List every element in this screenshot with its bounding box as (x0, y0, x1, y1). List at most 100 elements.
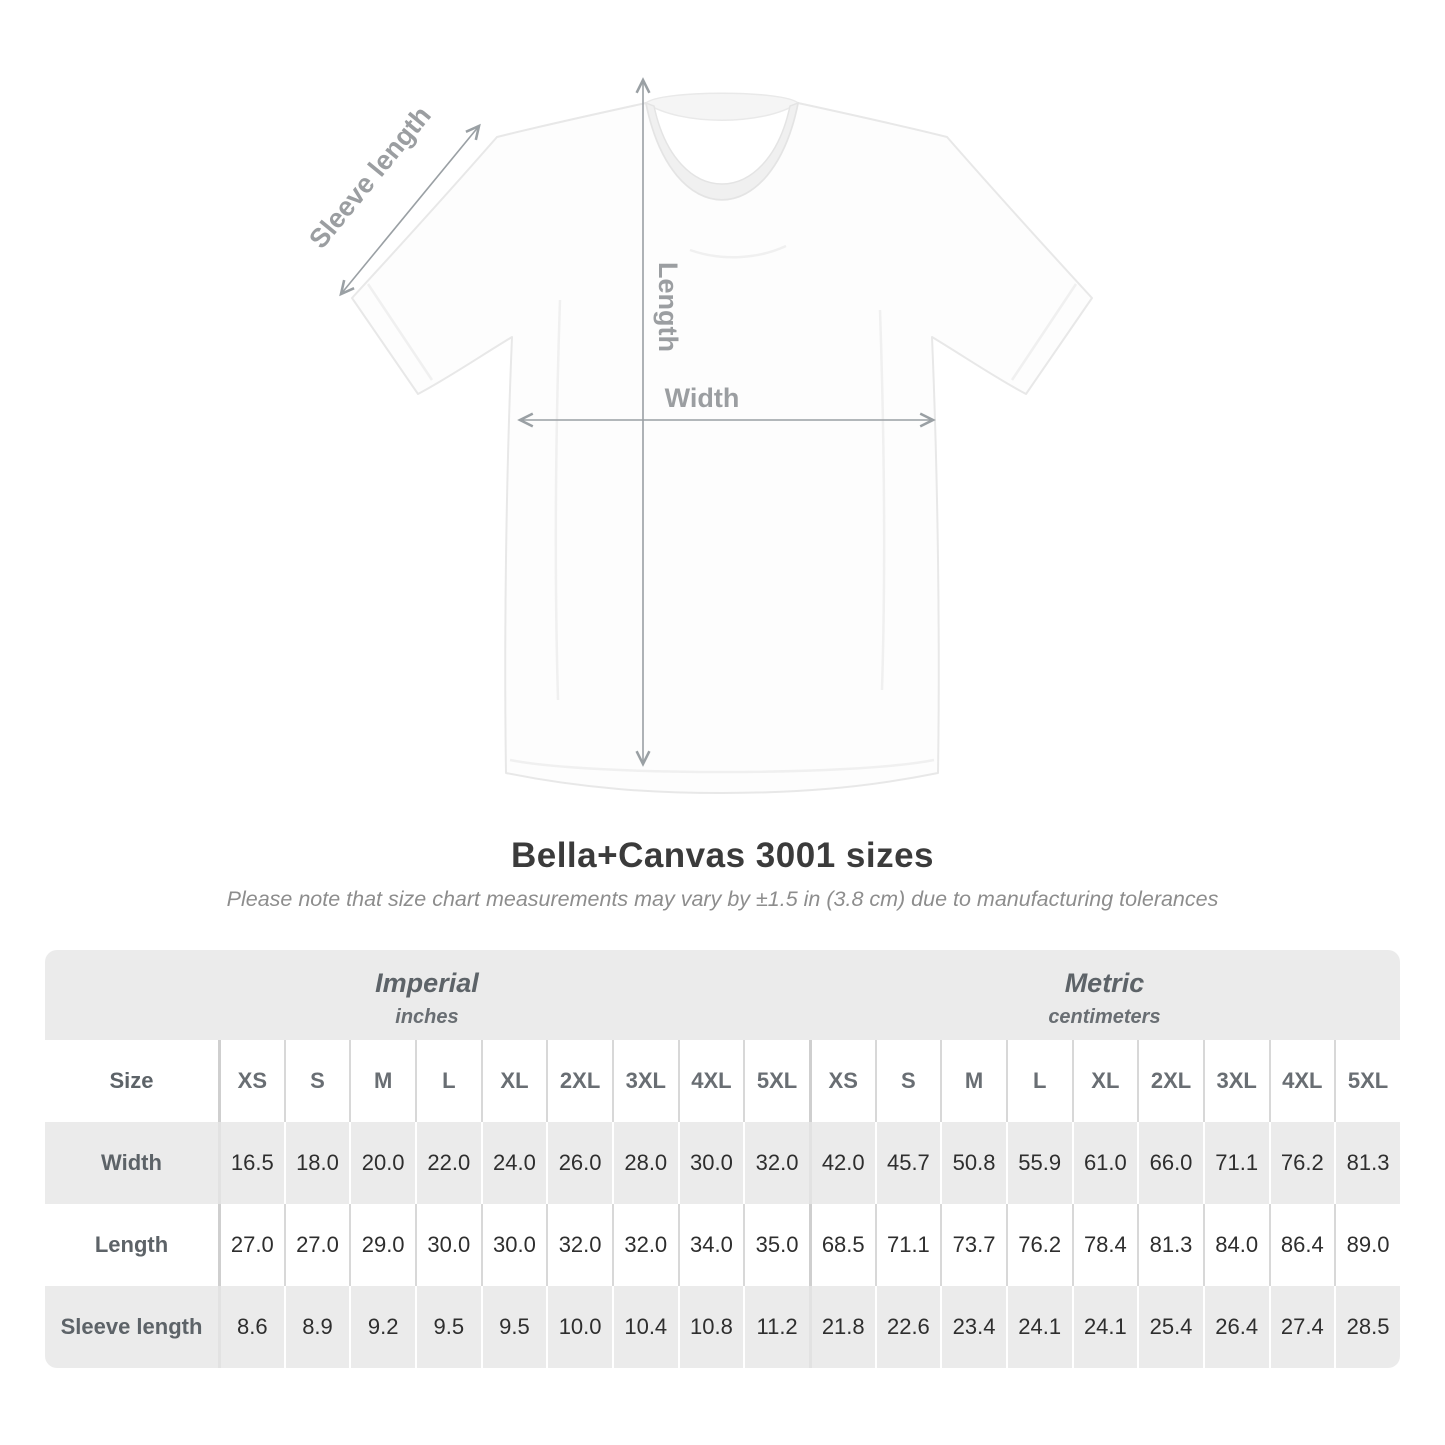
size-header-metric-5xl: 5XL (1334, 1040, 1400, 1122)
tshirt-seams (366, 244, 1078, 774)
length-metric-l: 76.2 (1005, 1204, 1072, 1286)
width-metric-3xl: 71.1 (1202, 1122, 1269, 1204)
imperial-group-unit: inches (395, 1005, 459, 1028)
width-metric-xs: 42.0 (808, 1122, 875, 1204)
sleeve-length-metric-2xl: 25.4 (1137, 1286, 1203, 1368)
sleeve-length-metric-s: 22.6 (874, 1286, 941, 1368)
width-metric-l: 55.9 (1005, 1122, 1072, 1204)
measurement-row-length: Length 27.0 27.0 29.0 30.0 30.0 32.0 32.0 34.0 35… (45, 1204, 1400, 1286)
width-imperial-3xl: 28.0 (611, 1122, 678, 1204)
width-imperial-2xl: 26.0 (546, 1122, 612, 1204)
metric-group-label: Metric (1064, 968, 1145, 999)
width-label: Width (665, 383, 740, 413)
page-title: Bella+Canvas 3001 sizes (510, 836, 935, 875)
length-metric-4xl: 86.4 (1268, 1204, 1335, 1286)
width-metric-s: 45.7 (874, 1122, 941, 1204)
length-metric-m: 73.7 (940, 1204, 1006, 1286)
sleeve-length-metric-xl: 24.1 (1071, 1286, 1138, 1368)
size-header-row: Size XS S M L XL 2XL 3XL 4XL 5XL XS S M L XL 2XL 3XL 4XL 5… (45, 1040, 1400, 1122)
length-imperial-4xl: 34.0 (677, 1204, 744, 1286)
size-header-metric-xl: XL (1071, 1040, 1138, 1122)
size-header-imperial-m: M (349, 1040, 415, 1122)
width-imperial-5xl: 32.0 (743, 1122, 809, 1204)
length-metric-xl: 78.4 (1071, 1204, 1138, 1286)
length-metric-5xl: 89.0 (1334, 1204, 1400, 1286)
row-label-length: Length (45, 1204, 218, 1286)
width-imperial-m: 20.0 (349, 1122, 415, 1204)
length-imperial-3xl: 32.0 (611, 1204, 678, 1286)
size-header-metric-xs: XS (808, 1040, 875, 1122)
width-metric-m: 50.8 (940, 1122, 1006, 1204)
width-imperial-xl: 24.0 (480, 1122, 547, 1204)
sleeve-length-metric-l: 24.1 (1005, 1286, 1072, 1368)
size-header-imperial-5xl: 5XL (743, 1040, 809, 1122)
length-imperial-xs: 27.0 (218, 1204, 284, 1286)
width-metric-4xl: 76.2 (1268, 1122, 1335, 1204)
sleeve-length-metric-3xl: 26.4 (1202, 1286, 1269, 1368)
tshirt-collar (644, 101, 800, 201)
tshirt-measurement-diagram: Sleeve length Length Width (303, 77, 1093, 794)
sleeve-length-metric-4xl: 27.4 (1268, 1286, 1335, 1368)
size-header-imperial-xs: XS (218, 1040, 284, 1122)
row-label-width: Width (45, 1122, 218, 1204)
sleeve-length-metric-5xl: 28.5 (1334, 1286, 1400, 1368)
size-header-metric-s: S (874, 1040, 941, 1122)
sleeve-length-imperial-3xl: 10.4 (611, 1286, 678, 1368)
size-header-imperial-2xl: 2XL (546, 1040, 612, 1122)
tshirt-body (351, 102, 1093, 794)
length-imperial-xl: 30.0 (480, 1204, 547, 1286)
length-metric-s: 71.1 (874, 1204, 941, 1286)
size-header-metric-2xl: 2XL (1137, 1040, 1203, 1122)
size-header-metric-4xl: 4XL (1268, 1040, 1335, 1122)
tshirt-illustration: Sleeve length Length Width (303, 77, 1093, 794)
size-table: Imperial inches Metric centimeters Size X… (45, 950, 1400, 1368)
width-metric-5xl: 81.3 (1334, 1122, 1400, 1204)
width-imperial-4xl: 30.0 (677, 1122, 744, 1204)
tolerance-note: Please note that size chart measurements… (226, 887, 1219, 911)
width-imperial-s: 18.0 (283, 1122, 350, 1204)
length-imperial-2xl: 32.0 (546, 1204, 612, 1286)
size-header-imperial-l: L (414, 1040, 481, 1122)
length-imperial-s: 27.0 (283, 1204, 350, 1286)
tshirt-neck-back (644, 92, 800, 121)
size-chart-section: Imperial inches Metric centimeters Size X… (45, 950, 1400, 1368)
length-metric-2xl: 81.3 (1137, 1204, 1203, 1286)
imperial-group-label: Imperial (375, 968, 479, 999)
measurement-row-sleeve-length: Sleeve length 8.6 8.9 9.2 9.5 9.5 10.0 10.4 10.8… (45, 1286, 1400, 1368)
sleeve-length-imperial-xs: 8.6 (218, 1286, 284, 1368)
size-header-metric-3xl: 3XL (1202, 1040, 1269, 1122)
width-metric-2xl: 66.0 (1137, 1122, 1203, 1204)
width-imperial-l: 22.0 (414, 1122, 481, 1204)
size-header-imperial-s: S (283, 1040, 350, 1122)
sleeve-length-metric-m: 23.4 (940, 1286, 1006, 1368)
size-column-header: Size (45, 1040, 218, 1122)
sleeve-length-imperial-l: 9.5 (414, 1286, 481, 1368)
length-metric-xs: 68.5 (808, 1204, 875, 1286)
length-label: Length (653, 262, 683, 352)
metric-group-unit: centimeters (1048, 1005, 1161, 1028)
sleeve-length-arrow (339, 123, 481, 297)
sleeve-length-imperial-2xl: 10.0 (546, 1286, 612, 1368)
size-header-imperial-3xl: 3XL (611, 1040, 678, 1122)
length-imperial-l: 30.0 (414, 1204, 481, 1286)
sleeve-length-imperial-5xl: 11.2 (743, 1286, 809, 1368)
sleeve-length-imperial-s: 8.9 (283, 1286, 350, 1368)
row-label-sleeve-length: Sleeve length (45, 1286, 218, 1368)
size-header-metric-m: M (940, 1040, 1006, 1122)
imperial-group-header: Imperial inches (45, 950, 809, 1040)
metric-group-header: Metric centimeters (808, 950, 1400, 1040)
measurement-row-width: Width 16.5 18.0 20.0 22.0 24.0 26.0 28.0 30.0 32.… (45, 1122, 1400, 1204)
width-metric-xl: 61.0 (1071, 1122, 1138, 1204)
length-metric-3xl: 84.0 (1202, 1204, 1269, 1286)
sleeve-length-imperial-4xl: 10.8 (677, 1286, 744, 1368)
size-header-imperial-4xl: 4XL (677, 1040, 744, 1122)
sleeve-length-imperial-xl: 9.5 (480, 1286, 547, 1368)
width-imperial-xs: 16.5 (218, 1122, 284, 1204)
sleeve-length-metric-xs: 21.8 (808, 1286, 875, 1368)
sleeve-length-imperial-m: 9.2 (349, 1286, 415, 1368)
length-imperial-5xl: 35.0 (743, 1204, 809, 1286)
size-header-metric-l: L (1005, 1040, 1072, 1122)
unit-group-row: Imperial inches Metric centimeters (45, 950, 1400, 1040)
length-imperial-m: 29.0 (349, 1204, 415, 1286)
size-header-imperial-xl: XL (480, 1040, 547, 1122)
